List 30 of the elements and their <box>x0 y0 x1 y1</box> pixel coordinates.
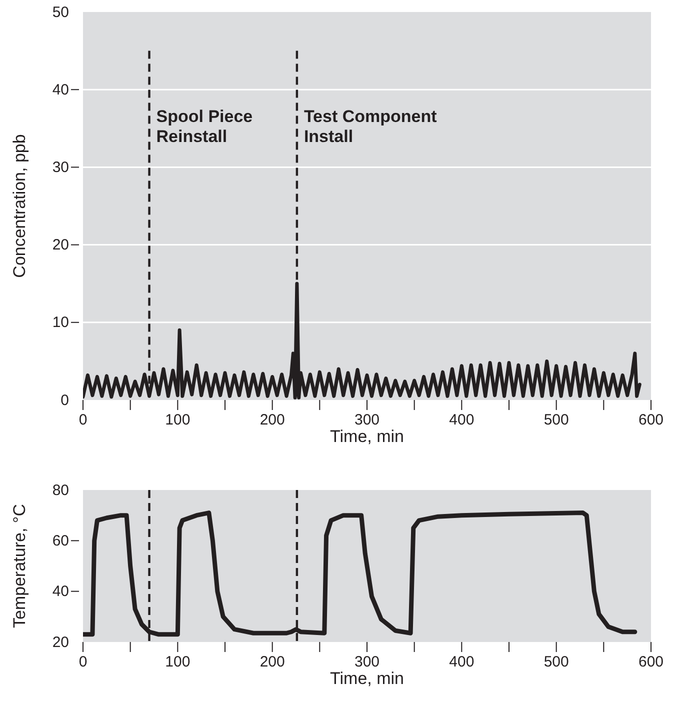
y-tick-label: 0 <box>60 392 69 409</box>
ref-line-label: Spool Piece Reinstall <box>156 106 253 146</box>
y-tick-label: 60 <box>52 532 69 550</box>
y-axis-title: Concentration, ppb <box>10 134 29 278</box>
y-tick-label: 50 <box>52 4 69 21</box>
x-tick-label: 100 <box>165 654 190 671</box>
y-tick-label: 20 <box>52 634 69 651</box>
x-axis-title: Time, min <box>330 427 404 446</box>
x-tick-label: 600 <box>638 412 664 429</box>
x-tick-label: 300 <box>354 412 380 429</box>
x-axis-title: Time, min <box>330 669 404 688</box>
x-tick-label: 400 <box>449 654 474 671</box>
x-tick-label: 200 <box>260 412 285 429</box>
y-tick-label: 20 <box>52 236 69 254</box>
y-tick-label: 40 <box>52 583 69 600</box>
ref-line-label: Test Component Install <box>304 106 438 146</box>
y-tick-label: 30 <box>52 159 69 176</box>
x-tick-label: 0 <box>78 412 88 429</box>
y-tick-label: 10 <box>52 314 69 332</box>
x-tick-label: 500 <box>544 654 569 671</box>
y-tick-label: 80 <box>52 482 69 499</box>
y-tick-label: 40 <box>52 81 69 98</box>
x-tick-label: 200 <box>260 654 285 671</box>
y-axis-title: Temperature, °C <box>10 504 29 628</box>
x-tick-label: 500 <box>544 412 569 429</box>
x-tick-label: 400 <box>449 412 474 429</box>
x-tick-label: 100 <box>165 412 190 429</box>
x-tick-label: 0 <box>78 654 88 671</box>
x-tick-label: 600 <box>638 654 664 671</box>
x-tick-label: 300 <box>354 654 380 671</box>
